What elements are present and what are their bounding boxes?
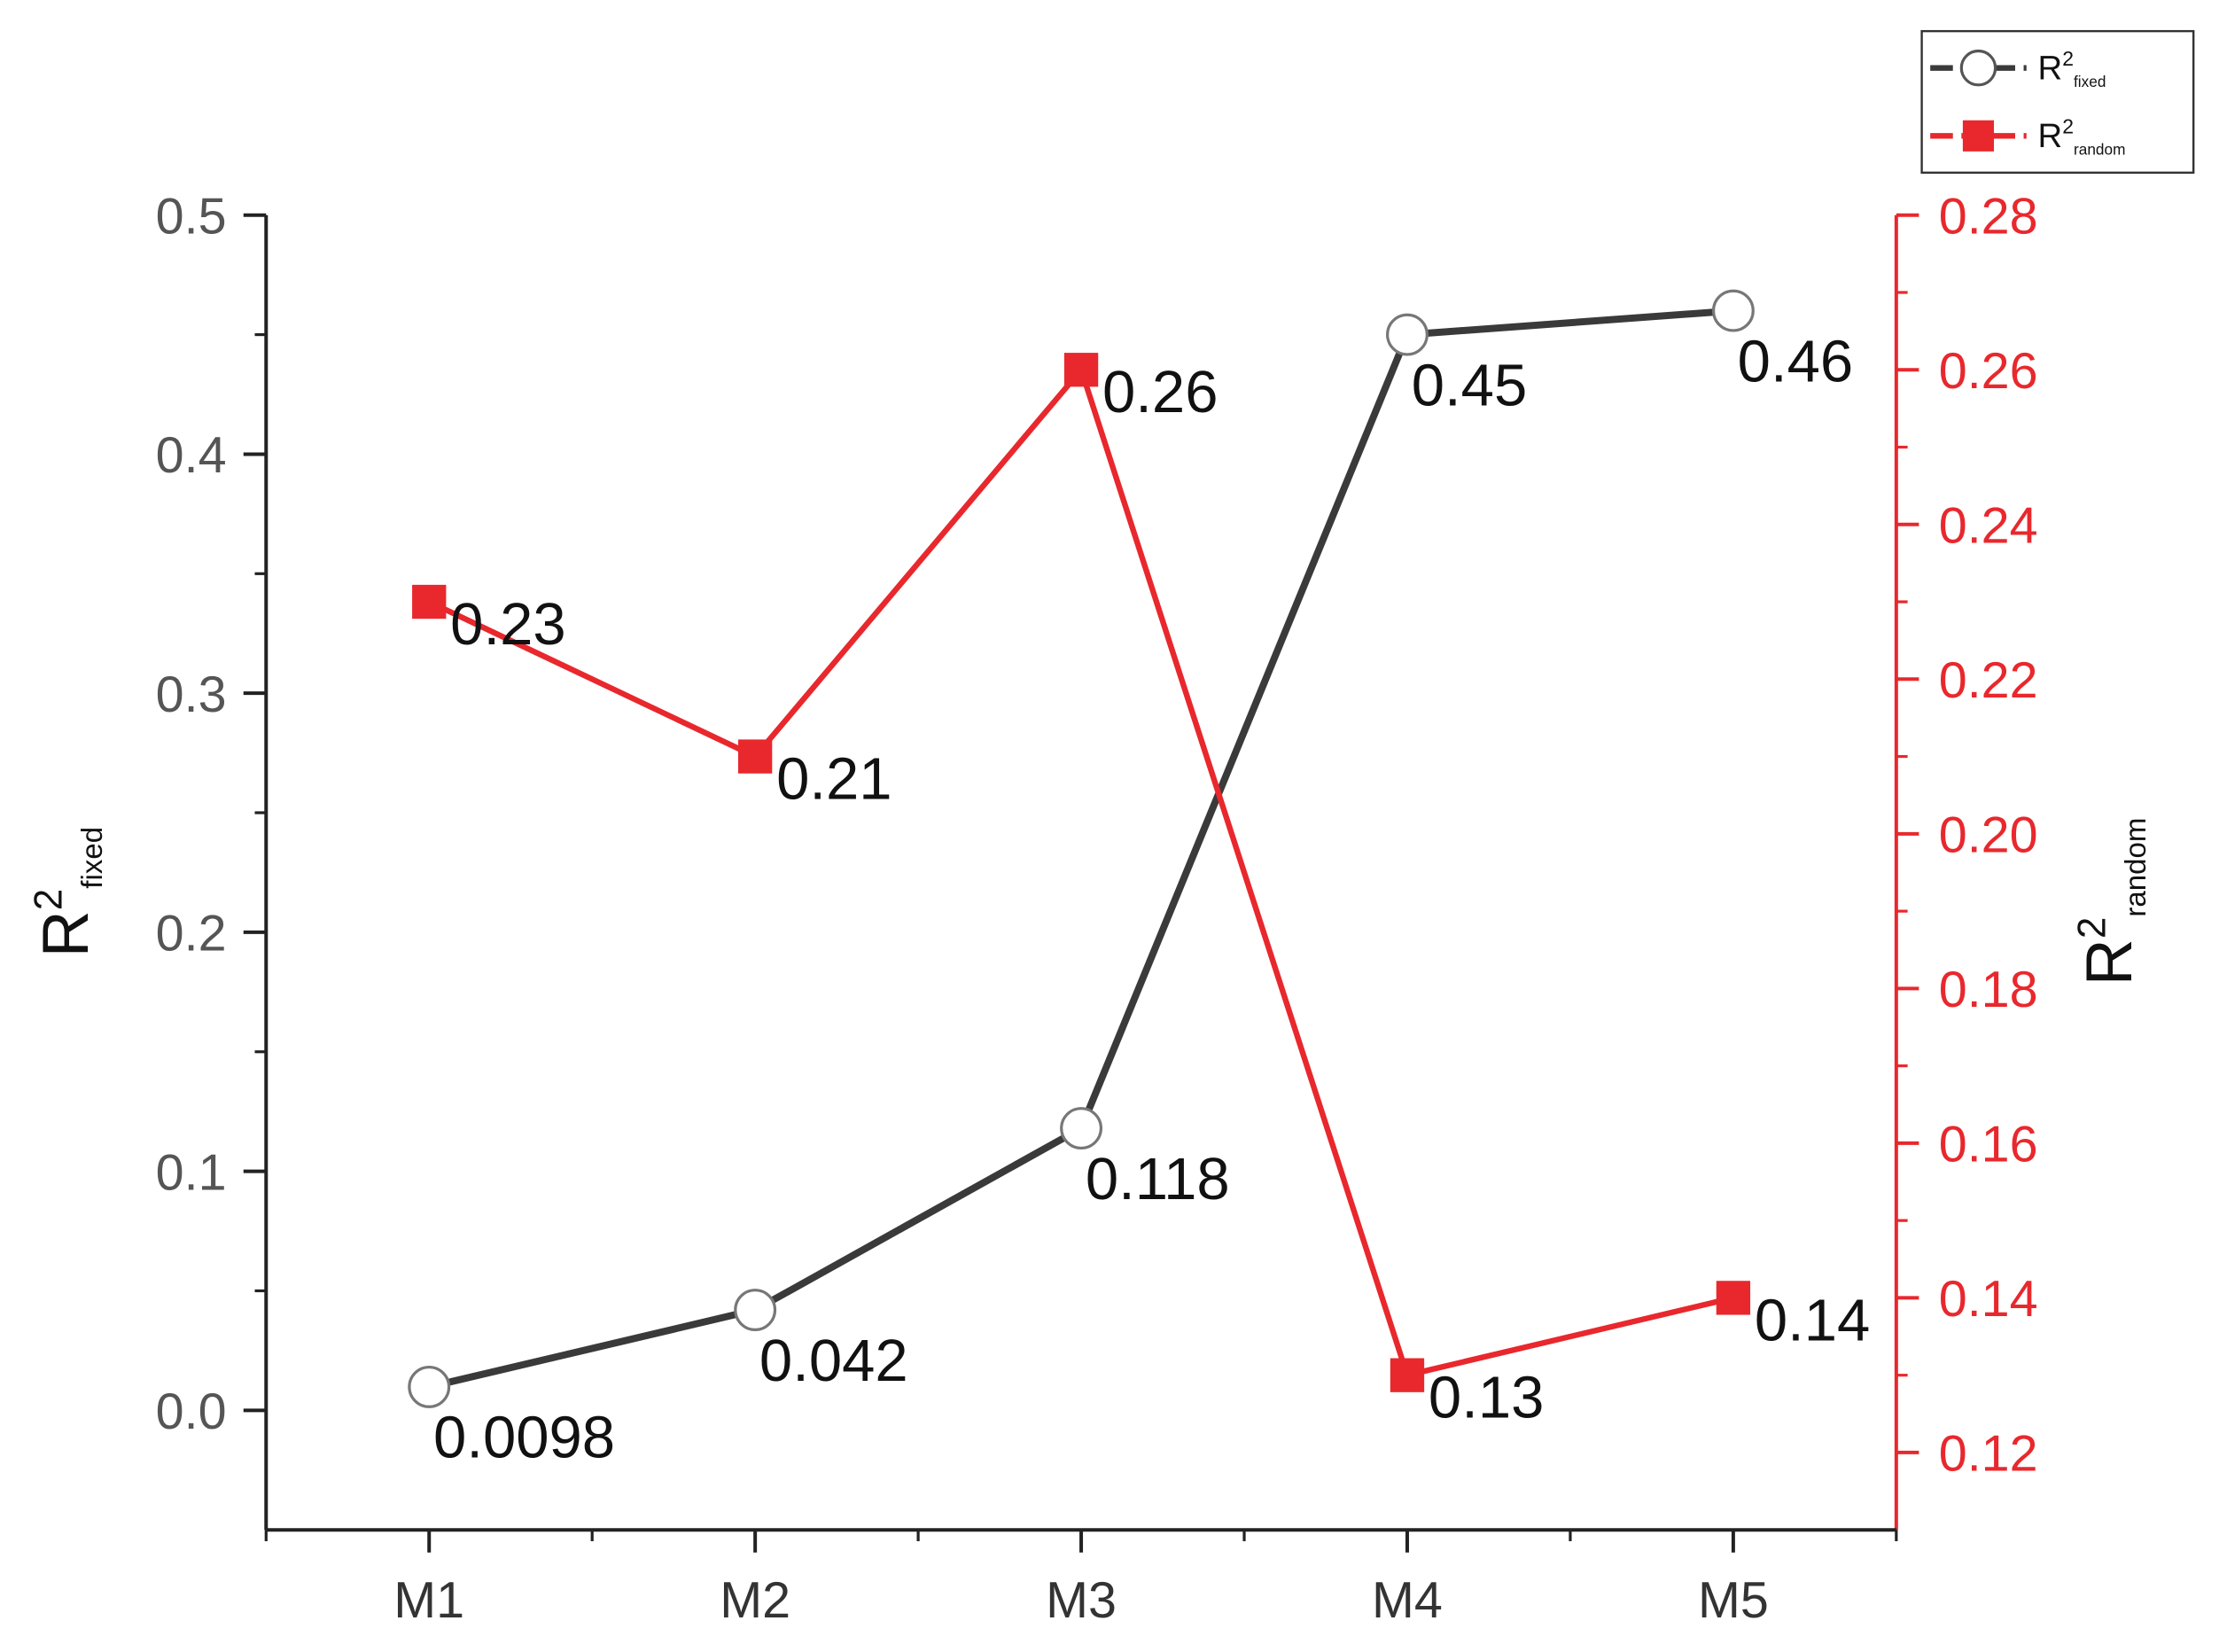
data-label: 0.0098 bbox=[433, 1405, 615, 1471]
data-point bbox=[1716, 1281, 1751, 1315]
legend-marker bbox=[1962, 120, 1995, 152]
data-point bbox=[1390, 1358, 1425, 1392]
data-point bbox=[734, 1289, 777, 1332]
data-point bbox=[412, 584, 447, 620]
y2-tick-label: 0.24 bbox=[1939, 498, 2038, 555]
series-line bbox=[428, 307, 1734, 1391]
y-tick-label: 0.0 bbox=[156, 1383, 227, 1440]
data-point bbox=[1711, 289, 1755, 332]
data-label: 0.042 bbox=[759, 1328, 908, 1394]
y-tick-label: 0.1 bbox=[156, 1144, 227, 1201]
y-tick-label: 0.3 bbox=[156, 666, 227, 723]
label-base: R bbox=[2073, 939, 2145, 986]
label-sup: 2 bbox=[2062, 47, 2074, 70]
data-point bbox=[1060, 1107, 1103, 1150]
label-sub: fixed bbox=[76, 827, 109, 889]
x-tick-label: M5 bbox=[1698, 1572, 1769, 1629]
legend-label: R2fixed bbox=[2038, 47, 2106, 90]
label-sup: 2 bbox=[2071, 917, 2114, 939]
legend-marker bbox=[1959, 49, 1997, 87]
x-tick-label: M4 bbox=[1372, 1572, 1443, 1629]
series-line bbox=[427, 363, 1734, 1379]
label-base: R bbox=[29, 910, 102, 957]
data-point bbox=[1063, 353, 1099, 387]
data-label: 0.21 bbox=[776, 745, 891, 812]
data-point bbox=[408, 1365, 451, 1408]
label-sub: random bbox=[2120, 818, 2153, 917]
y-tick-label: 0.2 bbox=[156, 906, 227, 962]
y2-tick-label: 0.22 bbox=[1939, 652, 2038, 709]
y2-tick-label: 0.18 bbox=[1939, 962, 2038, 1018]
label-sup: 2 bbox=[27, 889, 71, 911]
label-sub: random bbox=[2074, 141, 2125, 159]
y2-tick-label: 0.14 bbox=[1939, 1271, 2038, 1328]
axis-label: R2fixed bbox=[27, 827, 110, 957]
x-tick-label: M1 bbox=[393, 1572, 464, 1629]
data-label: 0.14 bbox=[1755, 1287, 1870, 1353]
data-label: 0.45 bbox=[1412, 352, 1528, 418]
legend-label: R2random bbox=[2038, 115, 2126, 159]
data-label: 0.23 bbox=[450, 591, 565, 658]
data-label: 0.118 bbox=[1086, 1146, 1230, 1212]
y2-tick-label: 0.26 bbox=[1939, 343, 2038, 400]
y-tick-label: 0.5 bbox=[156, 188, 227, 245]
data-point bbox=[1386, 313, 1429, 356]
y2-tick-label: 0.28 bbox=[1939, 188, 2038, 245]
y2-tick-label: 0.12 bbox=[1939, 1426, 2038, 1483]
label-base: R bbox=[2038, 49, 2063, 87]
y2-tick-label: 0.16 bbox=[1939, 1117, 2038, 1173]
y-tick-label: 0.4 bbox=[156, 427, 227, 484]
data-label: 0.26 bbox=[1102, 359, 1219, 425]
x-tick-label: M3 bbox=[1046, 1572, 1117, 1629]
data-label: 0.13 bbox=[1429, 1365, 1545, 1431]
label-sup: 2 bbox=[2062, 115, 2074, 138]
y2-tick-label: 0.20 bbox=[1939, 807, 2038, 864]
x-tick-label: M2 bbox=[720, 1572, 790, 1629]
label-base: R bbox=[2038, 117, 2063, 155]
data-label: 0.46 bbox=[1738, 328, 1854, 394]
axis-label: R2 random bbox=[2071, 818, 2153, 986]
data-point bbox=[737, 739, 773, 774]
label-sub: fixed bbox=[2074, 73, 2106, 90]
